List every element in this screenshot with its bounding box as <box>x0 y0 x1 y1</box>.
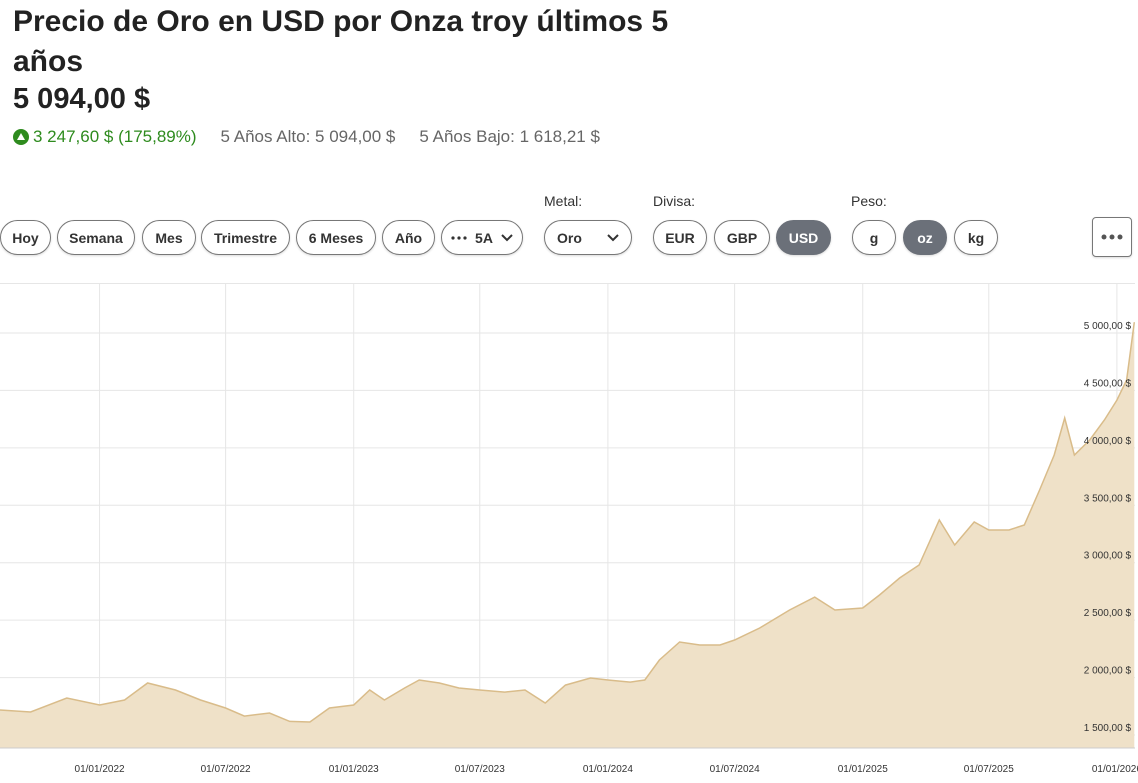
area <box>0 322 1135 748</box>
option-button[interactable]: g <box>852 220 896 255</box>
page-title: Precio de Oro en USD por Onza troy últim… <box>13 5 669 78</box>
option-button[interactable]: USD <box>776 220 831 255</box>
change: 3 247,60 $ (175,89%) <box>13 127 197 147</box>
period-select[interactable]: 5A <box>441 220 523 255</box>
option-button[interactable]: oz <box>903 220 947 255</box>
option-button[interactable]: Mes <box>142 220 196 255</box>
low: 5 Años Bajo: 1 618,21 $ <box>419 127 600 146</box>
option-button[interactable]: GBP <box>714 220 770 255</box>
option-button[interactable]: 6 Meses <box>296 220 376 255</box>
current-price: 5 094,00 $ <box>13 83 151 115</box>
x-tick-label: 01/07/2023 <box>455 764 505 775</box>
period-select-value: 5A <box>475 229 493 246</box>
x-tick-label: 01/07/2025 <box>964 764 1014 775</box>
currency-label: Divisa: <box>653 193 696 209</box>
y-tick-label: 1 500,00 $ <box>1084 723 1132 734</box>
y-tick-label: 4 500,00 $ <box>1084 378 1132 389</box>
option-button[interactable]: Hoy <box>0 220 51 255</box>
x-tick-label: 01/01/2025 <box>838 764 888 775</box>
y-tick-label: 3 500,00 $ <box>1084 493 1132 504</box>
x-tick-label: 01/01/2022 <box>75 764 125 775</box>
y-tick-label: 2 000,00 $ <box>1084 666 1132 677</box>
metal-select[interactable]: Oro <box>544 220 632 255</box>
weight-label: Peso: <box>851 193 887 209</box>
up-icon <box>13 129 29 145</box>
high: 5 Años Alto: 5 094,00 $ <box>220 127 396 146</box>
y-tick-label: 2 500,00 $ <box>1084 608 1132 619</box>
y-tick-label: 4 000,00 $ <box>1084 436 1132 447</box>
line <box>0 322 1136 723</box>
y-tick-label: 5 000,00 $ <box>1084 321 1132 332</box>
option-button[interactable]: Trimestre <box>201 220 290 255</box>
option-button[interactable]: Semana <box>57 220 135 255</box>
dots-icon <box>451 235 467 240</box>
more-button[interactable] <box>1092 217 1132 257</box>
y-tick-label: 3 000,00 $ <box>1084 551 1132 562</box>
metal-label: Metal: <box>544 193 583 209</box>
x-tick-label: 01/07/2024 <box>710 764 760 775</box>
change-value: 3 247,60 $ (175,89%) <box>33 127 197 146</box>
chevron <box>607 233 619 241</box>
option-button[interactable]: Año <box>382 220 435 255</box>
chart: 01/01/2022 01/07/2022 01/01/2023 01/07/2023… <box>0 283 1138 775</box>
x-tick-label: 01/01/2023 <box>329 764 379 775</box>
option-button[interactable]: EUR <box>653 220 707 255</box>
x-tick-label: 01/01/2024 <box>583 764 633 775</box>
option-button[interactable]: kg <box>954 220 998 255</box>
dots-icon <box>1101 234 1123 240</box>
stats: 3 247,60 $ (175,89%) 5 Años Alto: 5 094,… <box>13 127 600 147</box>
x-tick-label: 01/01/2026 <box>1092 764 1138 775</box>
metal-value: Oro <box>557 229 582 246</box>
x-tick-label: 01/07/2022 <box>201 764 251 775</box>
chevron <box>501 233 513 241</box>
